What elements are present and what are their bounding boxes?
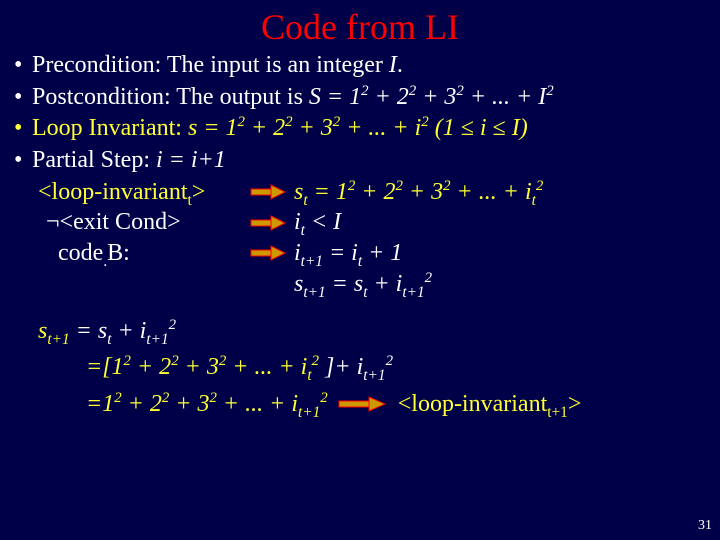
slide-title: Code from LI <box>0 0 720 50</box>
r2-b: < I <box>305 209 341 235</box>
codeB-left-b: B: <box>107 240 130 266</box>
d2-a: =[1 <box>86 354 124 380</box>
r1-s3: 2 <box>443 178 450 194</box>
postcondition-text-a: The output is <box>171 84 309 110</box>
mapping-row-2: ¬<exit Cond> it < I <box>14 207 710 238</box>
li-r1: + 2 <box>245 115 285 141</box>
d3-d: + ... + i <box>217 391 298 417</box>
r4-c: + i <box>367 271 402 297</box>
r4-sub1: t+1 <box>303 284 325 301</box>
bullet-loop-invariant: • Loop Invariant: s = 12 + 22 + 32 + ...… <box>14 113 710 145</box>
li-label: Loop Invariant: <box>32 115 182 141</box>
d1-sub1: t+1 <box>47 330 69 347</box>
precondition-label: Precondition: <box>32 52 161 78</box>
d3-s3: 2 <box>209 390 216 406</box>
r1-r2: + 3 <box>403 179 443 205</box>
d3-c: + 3 <box>169 391 209 417</box>
r1-sub2: t <box>532 191 536 208</box>
d2-sub2: t+1 <box>363 367 385 384</box>
r3-sub1: t+1 <box>301 253 323 270</box>
post-r1: + 2 <box>369 84 409 110</box>
post-r3: + ... + I <box>464 84 546 110</box>
arrow-icon-4 <box>328 395 398 413</box>
li-eq-lhs: s = 1 <box>182 115 238 141</box>
r4-b: = s <box>326 271 364 297</box>
mapping-row-1: <loop-invariantt> st = 12 + 22 + 32 + ..… <box>14 177 710 208</box>
postcondition-label: Postcondition: <box>32 84 171 110</box>
r3-a: i <box>294 240 301 266</box>
page-number: 31 <box>698 518 712 534</box>
d1-c: + i <box>111 318 146 344</box>
final-sub: t+1 <box>547 404 568 421</box>
r1-s4: 2 <box>536 178 543 194</box>
bullet-precondition: • Precondition: The input is an integer … <box>14 50 710 82</box>
precondition-I: I <box>389 52 397 78</box>
mapping-row-4: st+1 = st + it+12 <box>14 269 710 300</box>
exit-cond-left: ¬<exit Cond> <box>46 209 181 235</box>
post-r2: + 3 <box>416 84 456 110</box>
d3-a: =1 <box>86 391 114 417</box>
d2-b: + 2 <box>131 354 171 380</box>
loop-invariant-t-left: <loop-invariant <box>38 179 188 205</box>
r1-r3: + ... + i <box>451 179 532 205</box>
d2-s1: 2 <box>124 353 131 369</box>
arrow-icon-2 <box>244 214 294 232</box>
mapping-row-3: code.B: it+1 = it + 1 <box>14 238 710 269</box>
precondition-text-a: The input is an integer <box>161 52 389 78</box>
r3-b: = i <box>323 240 358 266</box>
final-a: <loop-invariant <box>398 391 548 417</box>
bullet-partial-step: • Partial Step: i = i+1 <box>14 145 710 177</box>
derivation-line-3: =12 + 22 + 32 + ... + it+12 <loop-invari… <box>14 389 710 420</box>
li-tail: (1 ≤ i ≤ I) <box>429 115 528 141</box>
li-r3: + ... + i <box>340 115 421 141</box>
d2-s5: 2 <box>386 353 393 369</box>
d2-s4: 2 <box>312 353 319 369</box>
postcondition-eq-lhs: S = 1 <box>309 84 361 110</box>
sup2-1: 2 <box>361 83 368 99</box>
d3-sub: t+1 <box>298 404 320 421</box>
d3-s1: 2 <box>114 390 121 406</box>
r4-sub3: t+1 <box>402 284 424 301</box>
r1-r1: + 2 <box>355 179 395 205</box>
li-s4: 2 <box>421 114 428 130</box>
r3-c: + 1 <box>362 240 402 266</box>
li-close: > <box>192 179 206 205</box>
ps-eq: i = i+1 <box>150 147 226 173</box>
li-s1: 2 <box>238 114 245 130</box>
d2-s2: 2 <box>171 353 178 369</box>
sup2-3: 2 <box>456 83 463 99</box>
arrow-icon-3 <box>244 244 294 262</box>
codeB-left-a: code <box>58 240 103 266</box>
precondition-text-b: . <box>397 52 403 78</box>
li-s2: 2 <box>285 114 292 130</box>
ps-label: Partial Step: <box>32 147 150 173</box>
d1-b: = s <box>70 318 108 344</box>
d2-c: + 3 <box>179 354 219 380</box>
bullet-postcondition: • Postcondition: The output is S = 12 + … <box>14 82 710 114</box>
d1-sup: 2 <box>169 317 176 333</box>
r1-b: = 1 <box>308 179 348 205</box>
li-r2: + 3 <box>293 115 333 141</box>
final-b: > <box>568 391 582 417</box>
d3-b: + 2 <box>122 391 162 417</box>
d1-sub3: t+1 <box>146 330 168 347</box>
d1-a: s <box>38 318 47 344</box>
derivation-line-1: st+1 = st + it+12 <box>14 316 710 347</box>
r2-a: i <box>294 209 301 235</box>
sup2-4: 2 <box>546 83 553 99</box>
d2-e: ]+ i <box>325 354 363 380</box>
r4-a: s <box>294 271 303 297</box>
d2-d: + ... + i <box>226 354 307 380</box>
arrow-icon-1 <box>244 183 294 201</box>
derivation-line-2: =[12 + 22 + 32 + ... + it2 ]+ it+12 <box>14 352 710 383</box>
d2-sub1: t <box>307 367 311 384</box>
d3-s4: 2 <box>320 390 327 406</box>
r4-sup: 2 <box>425 270 432 286</box>
r1-s2: 2 <box>395 178 402 194</box>
r1-a: s <box>294 179 303 205</box>
